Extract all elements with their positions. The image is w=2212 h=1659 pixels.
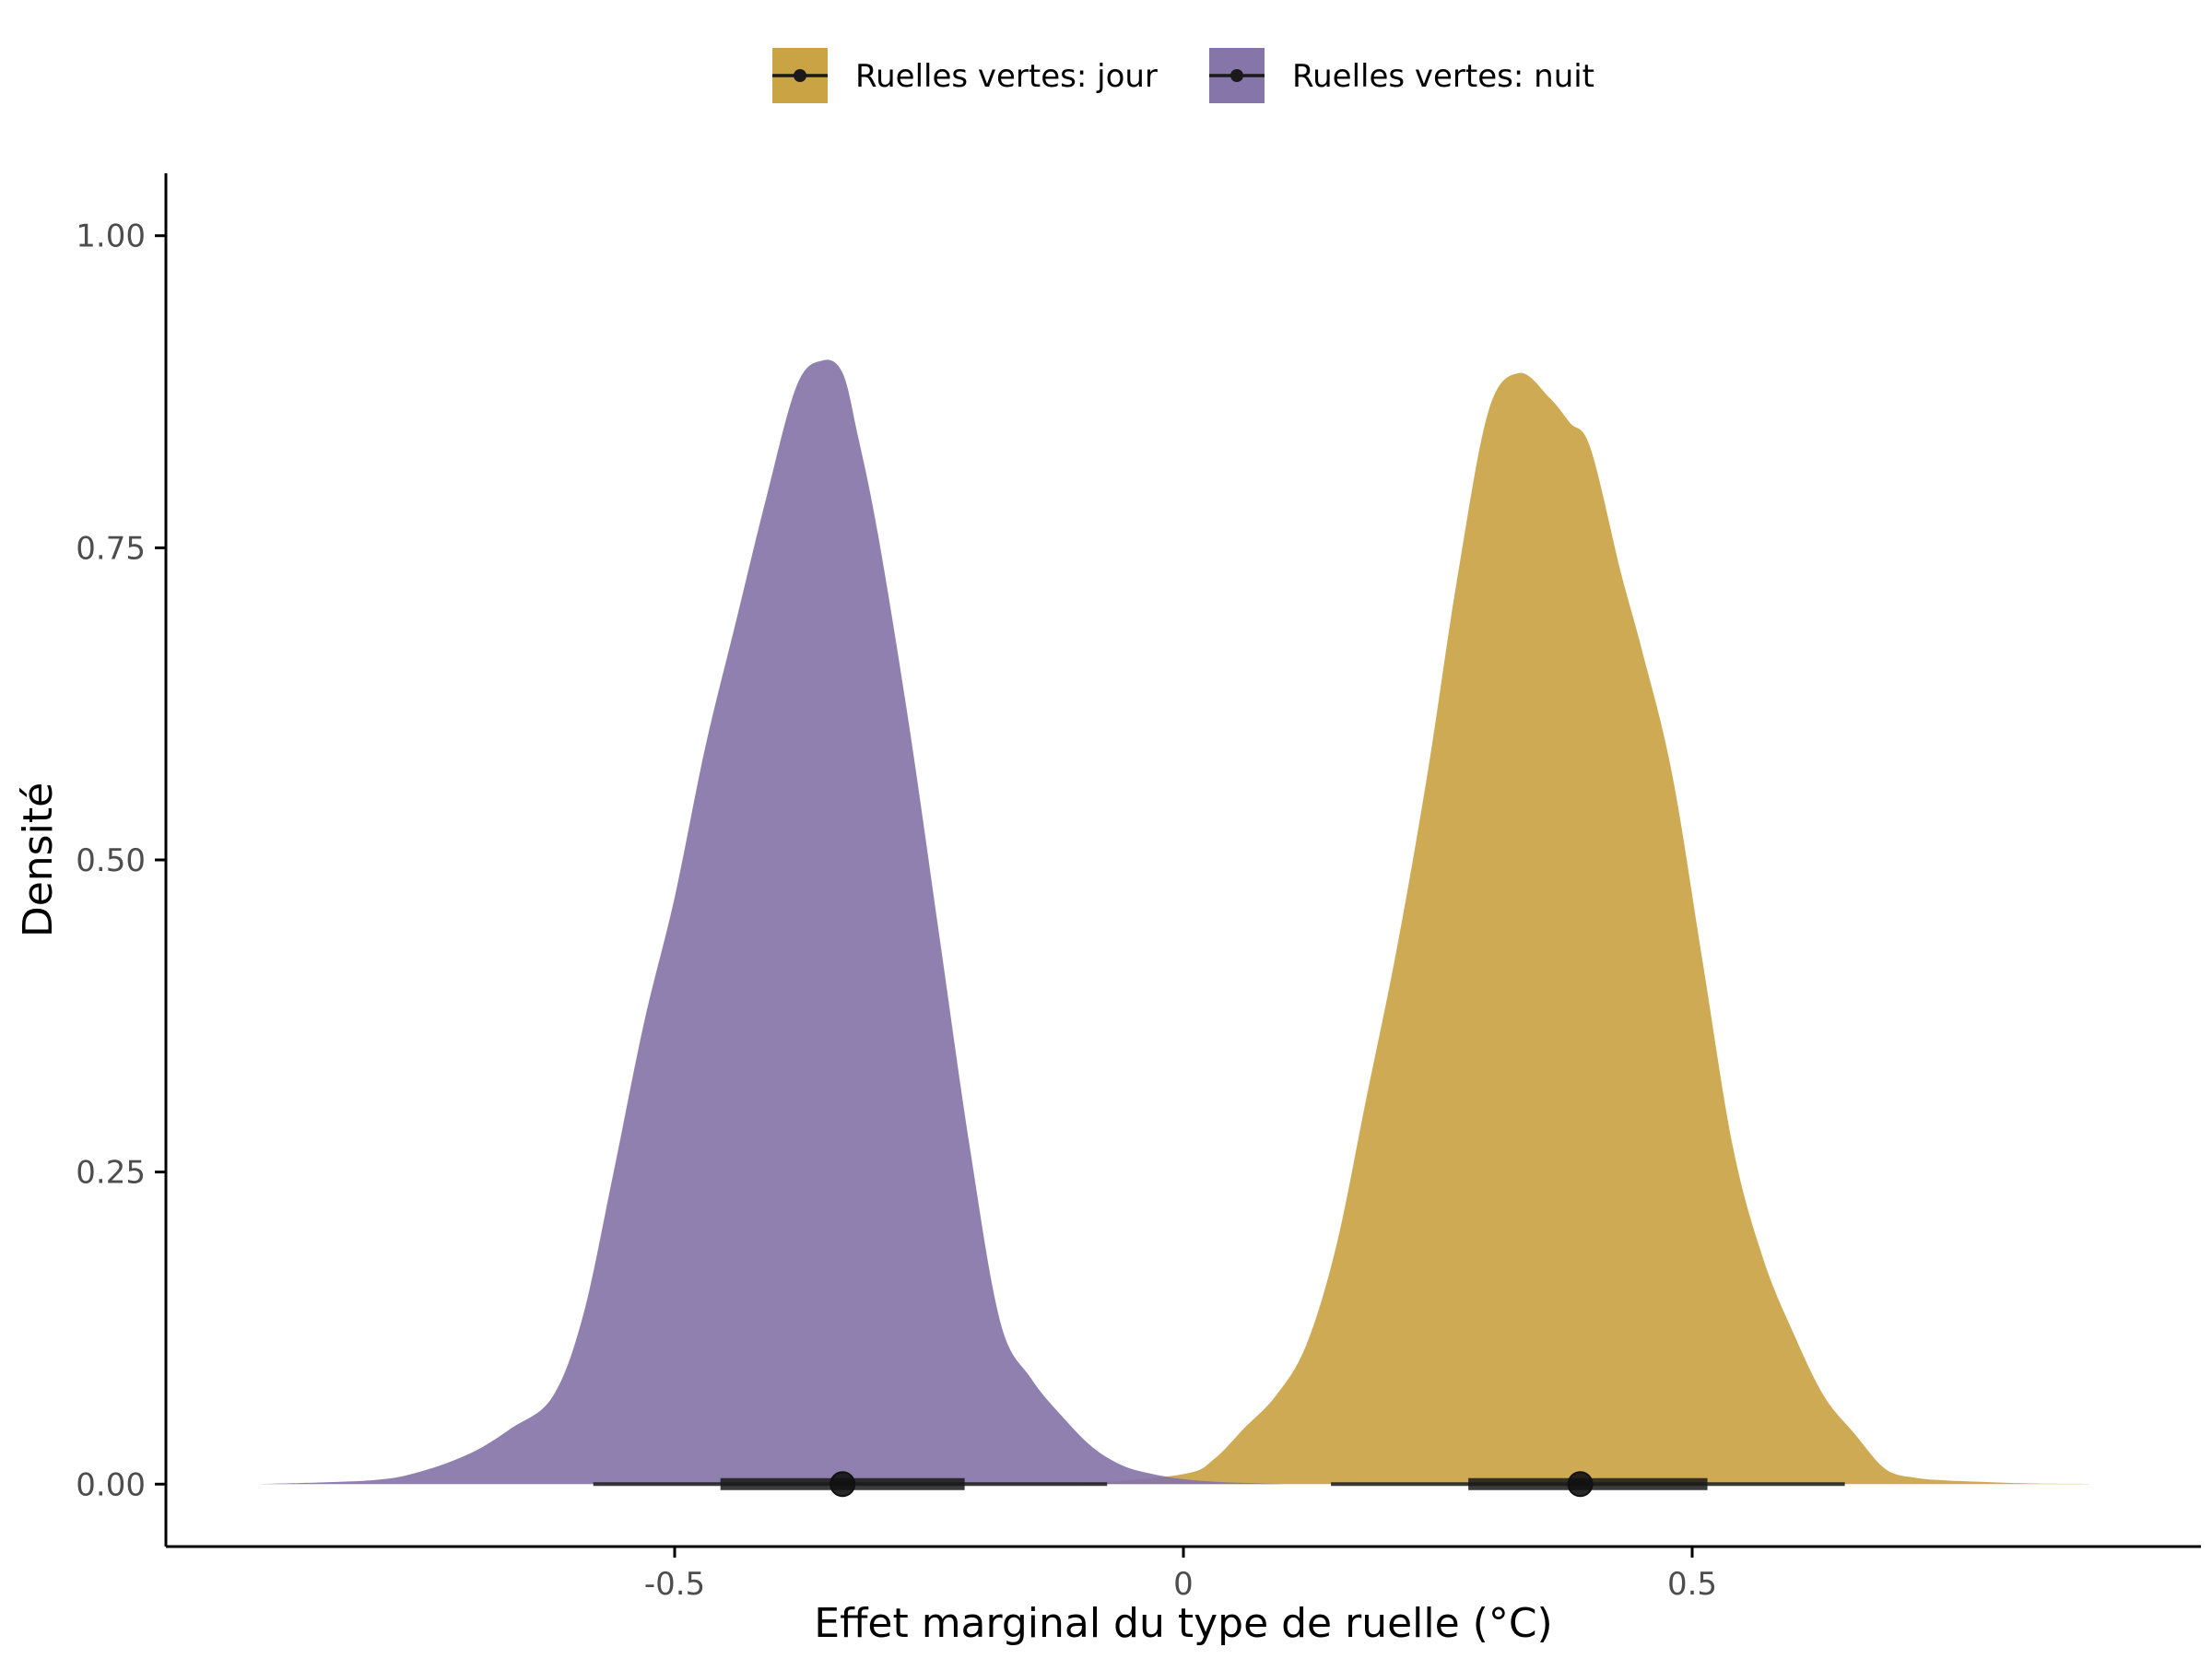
y-tick-label: 0.50 [76, 842, 146, 879]
legend-label: Ruelles vertes: jour [855, 58, 1158, 95]
legend-item-series-1: Ruelles vertes: nuit [1209, 48, 1594, 103]
legend: Ruelles vertes: jour Ruelles vertes: nuit [772, 48, 1594, 103]
x-tick-label: 0 [1173, 1566, 1194, 1603]
density-areas [257, 359, 2089, 1485]
legend-label: Ruelles vertes: nuit [1292, 58, 1594, 95]
y-tick-label: 0.25 [76, 1155, 146, 1192]
x-axis-title: Effet marginal du type de ruelle (°C) [814, 1600, 1552, 1647]
density-area-series-0 [1081, 372, 2089, 1485]
y-tick-label: 1.00 [76, 218, 146, 255]
interval-bars [593, 1471, 1845, 1498]
y-axis-ticks: 0.00 0.25 0.50 0.75 1.00 [76, 218, 166, 1503]
x-tick-label: 0.5 [1667, 1566, 1717, 1603]
y-tick-label: 0.00 [76, 1466, 146, 1503]
point-estimate-series-0 [1567, 1471, 1594, 1498]
x-tick-label: -0.5 [644, 1566, 705, 1603]
axes: 0.00 0.25 0.50 0.75 1.00 -0.5 0 0.5 [76, 173, 2201, 1603]
legend-key-point [1230, 69, 1243, 82]
point-estimate-series-1 [830, 1471, 856, 1498]
y-axis-title: Densité [15, 782, 62, 937]
density-area-series-1 [257, 359, 1286, 1485]
legend-key-point [794, 69, 806, 82]
y-tick-label: 0.75 [76, 530, 146, 567]
x-axis-ticks: -0.5 0 0.5 [644, 1547, 1717, 1603]
legend-item-series-0: Ruelles vertes: jour [772, 48, 1158, 103]
